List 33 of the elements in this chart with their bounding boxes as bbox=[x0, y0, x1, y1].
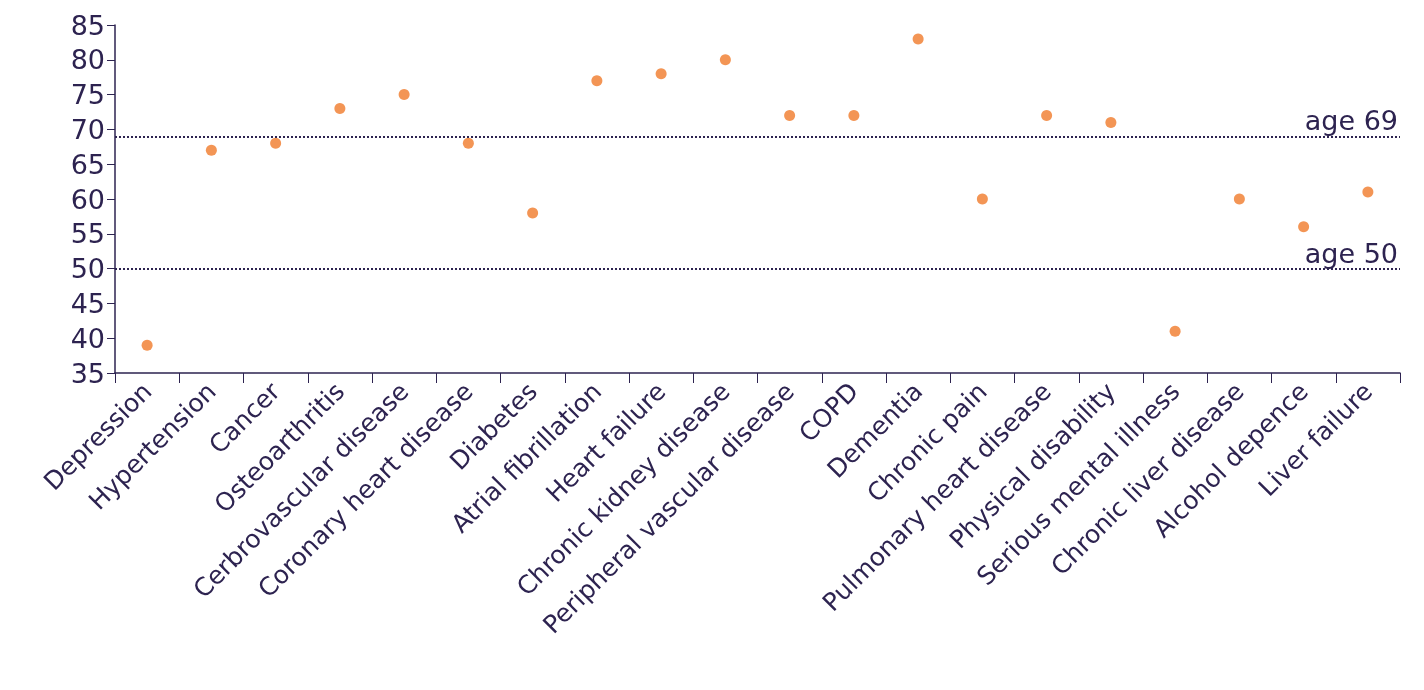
point bbox=[462, 137, 474, 149]
point bbox=[719, 54, 731, 66]
y-tick-label: 45 bbox=[70, 287, 105, 319]
point bbox=[976, 193, 988, 205]
point bbox=[1169, 325, 1181, 337]
y-tick-label: 55 bbox=[70, 218, 105, 250]
point bbox=[655, 68, 667, 80]
y-tick-label: 85 bbox=[70, 9, 105, 41]
point bbox=[1362, 186, 1374, 198]
point bbox=[1041, 109, 1053, 121]
y-tick-label: 80 bbox=[70, 44, 105, 76]
point bbox=[205, 144, 217, 156]
y-tick-label: 65 bbox=[70, 148, 105, 180]
point bbox=[398, 89, 410, 101]
point bbox=[912, 33, 924, 45]
y-tick-label: 40 bbox=[70, 322, 105, 354]
point bbox=[527, 207, 539, 219]
point bbox=[1233, 193, 1245, 205]
y-tick-label: 60 bbox=[70, 183, 105, 215]
point bbox=[1105, 116, 1117, 128]
point bbox=[848, 109, 860, 121]
point bbox=[1298, 221, 1310, 233]
point bbox=[591, 75, 603, 87]
point bbox=[784, 109, 796, 121]
point bbox=[141, 339, 153, 351]
point bbox=[334, 103, 346, 115]
point bbox=[270, 137, 282, 149]
y-tick-label: 50 bbox=[70, 253, 105, 285]
y-tick-label: 70 bbox=[70, 113, 105, 145]
ref-line-label: age 69 bbox=[1304, 105, 1398, 137]
ref-line-label: age 50 bbox=[1304, 237, 1398, 269]
y-tick-label: 35 bbox=[70, 357, 105, 389]
y-tick-label: 75 bbox=[70, 79, 105, 111]
